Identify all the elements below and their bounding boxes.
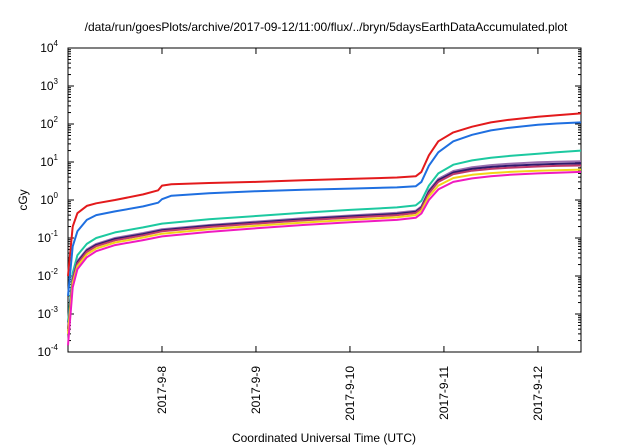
y-tick-label: 100 <box>40 191 58 207</box>
series-line-3 <box>67 149 582 323</box>
y-tick-label: 103 <box>40 77 58 93</box>
chart-title: /data/run/goesPlots/archive/2017-09-12/1… <box>85 20 568 34</box>
y-tick-label: 10-4 <box>38 343 59 359</box>
x-axis-label: Coordinated Universal Time (UTC) <box>232 431 416 445</box>
y-axis: 10-4 10-3 10-2 10-1 100 101 102 103 104 <box>38 39 581 359</box>
y-tick-label: 104 <box>40 39 58 55</box>
y-axis-label: cGy <box>16 189 30 210</box>
series-line-8 <box>67 170 582 346</box>
x-axis: 2017-9-8 2017-9-9 2017-9-10 2017-9-11 2017-9… <box>155 48 545 421</box>
y-tick-label: 10-2 <box>38 267 59 283</box>
series-group <box>67 112 582 346</box>
y-tick-label: 10-1 <box>38 229 59 245</box>
series-line-7 <box>67 168 582 334</box>
plot-area-border <box>67 47 582 353</box>
x-tick-label: 2017-9-11 <box>437 366 451 420</box>
x-tick-label: 2017-9-8 <box>155 366 169 414</box>
y-tick-label: 101 <box>40 153 58 169</box>
y-tick-label: 10-3 <box>38 305 59 321</box>
x-tick-label: 2017-9-10 <box>343 366 357 421</box>
series-line-4 <box>67 160 582 330</box>
series-line-6 <box>67 164 582 332</box>
y-tick-label: 102 <box>40 115 58 131</box>
series-line-5 <box>67 162 582 330</box>
x-tick-label: 2017-9-12 <box>531 366 545 421</box>
x-tick-label: 2017-9-9 <box>249 366 263 414</box>
series-line-2 <box>67 121 582 296</box>
series-line-1 <box>67 112 582 277</box>
